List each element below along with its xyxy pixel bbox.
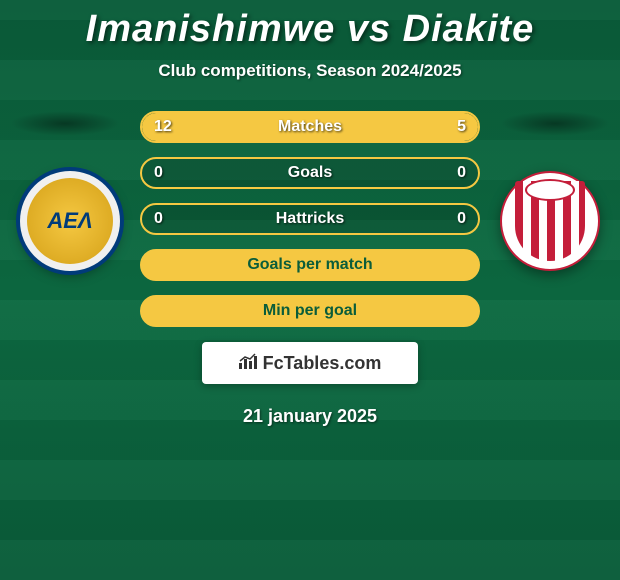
- chart-icon: [239, 353, 259, 374]
- date-label: 21 january 2025: [0, 406, 620, 427]
- right-player-shadow: [500, 111, 610, 136]
- stat-row-matches: 12 Matches 5: [140, 111, 480, 143]
- stat-left-value: 12: [154, 118, 172, 136]
- left-team-abbrev: AEΛ: [47, 208, 92, 234]
- left-player-shadow: [10, 111, 120, 136]
- right-team-badge: [500, 171, 600, 271]
- stat-right-value: 5: [457, 118, 466, 136]
- page-title: Imanishimwe vs Diakite: [0, 0, 620, 51]
- stat-row-hattricks: 0 Hattricks 0: [140, 203, 480, 235]
- stat-label: Goals per match: [247, 256, 372, 274]
- stat-label: Min per goal: [263, 302, 357, 320]
- stat-left-value: 0: [154, 210, 163, 228]
- stat-label: Goals: [288, 164, 332, 182]
- brand-label: FcTables.com: [263, 353, 382, 374]
- left-team-badge: AEΛ: [20, 171, 120, 271]
- stat-row-goals: 0 Goals 0: [140, 157, 480, 189]
- stat-label: Hattricks: [276, 210, 344, 228]
- stat-left-value: 0: [154, 164, 163, 182]
- stat-right-value: 0: [457, 210, 466, 228]
- left-team-badge-inner: AEΛ: [27, 178, 113, 264]
- stat-row-goals-per-match: Goals per match: [140, 249, 480, 281]
- comparison-container: AEΛ 12 Matches 5 0 Goals 0 0 Hattricks 0: [0, 111, 620, 427]
- stats-area: 12 Matches 5 0 Goals 0 0 Hattricks 0 Goa…: [140, 111, 480, 327]
- stat-right-value: 0: [457, 164, 466, 182]
- subtitle: Club competitions, Season 2024/2025: [0, 61, 620, 81]
- stat-row-min-per-goal: Min per goal: [140, 295, 480, 327]
- right-team-badge-inner: [515, 181, 585, 261]
- right-team-badge-top: [525, 179, 575, 201]
- brand-box[interactable]: FcTables.com: [202, 342, 418, 384]
- stat-label: Matches: [278, 118, 342, 136]
